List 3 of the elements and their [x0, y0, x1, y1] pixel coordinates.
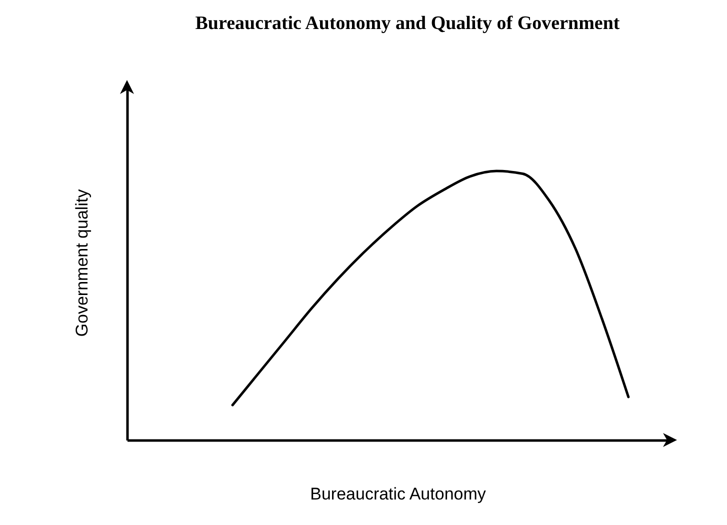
y-axis-title: Government quality	[72, 188, 92, 337]
chart-title: Bureaucratic Autonomy and Quality of Government	[195, 13, 620, 34]
x-axis-title: Bureaucratic Autonomy	[310, 484, 486, 504]
